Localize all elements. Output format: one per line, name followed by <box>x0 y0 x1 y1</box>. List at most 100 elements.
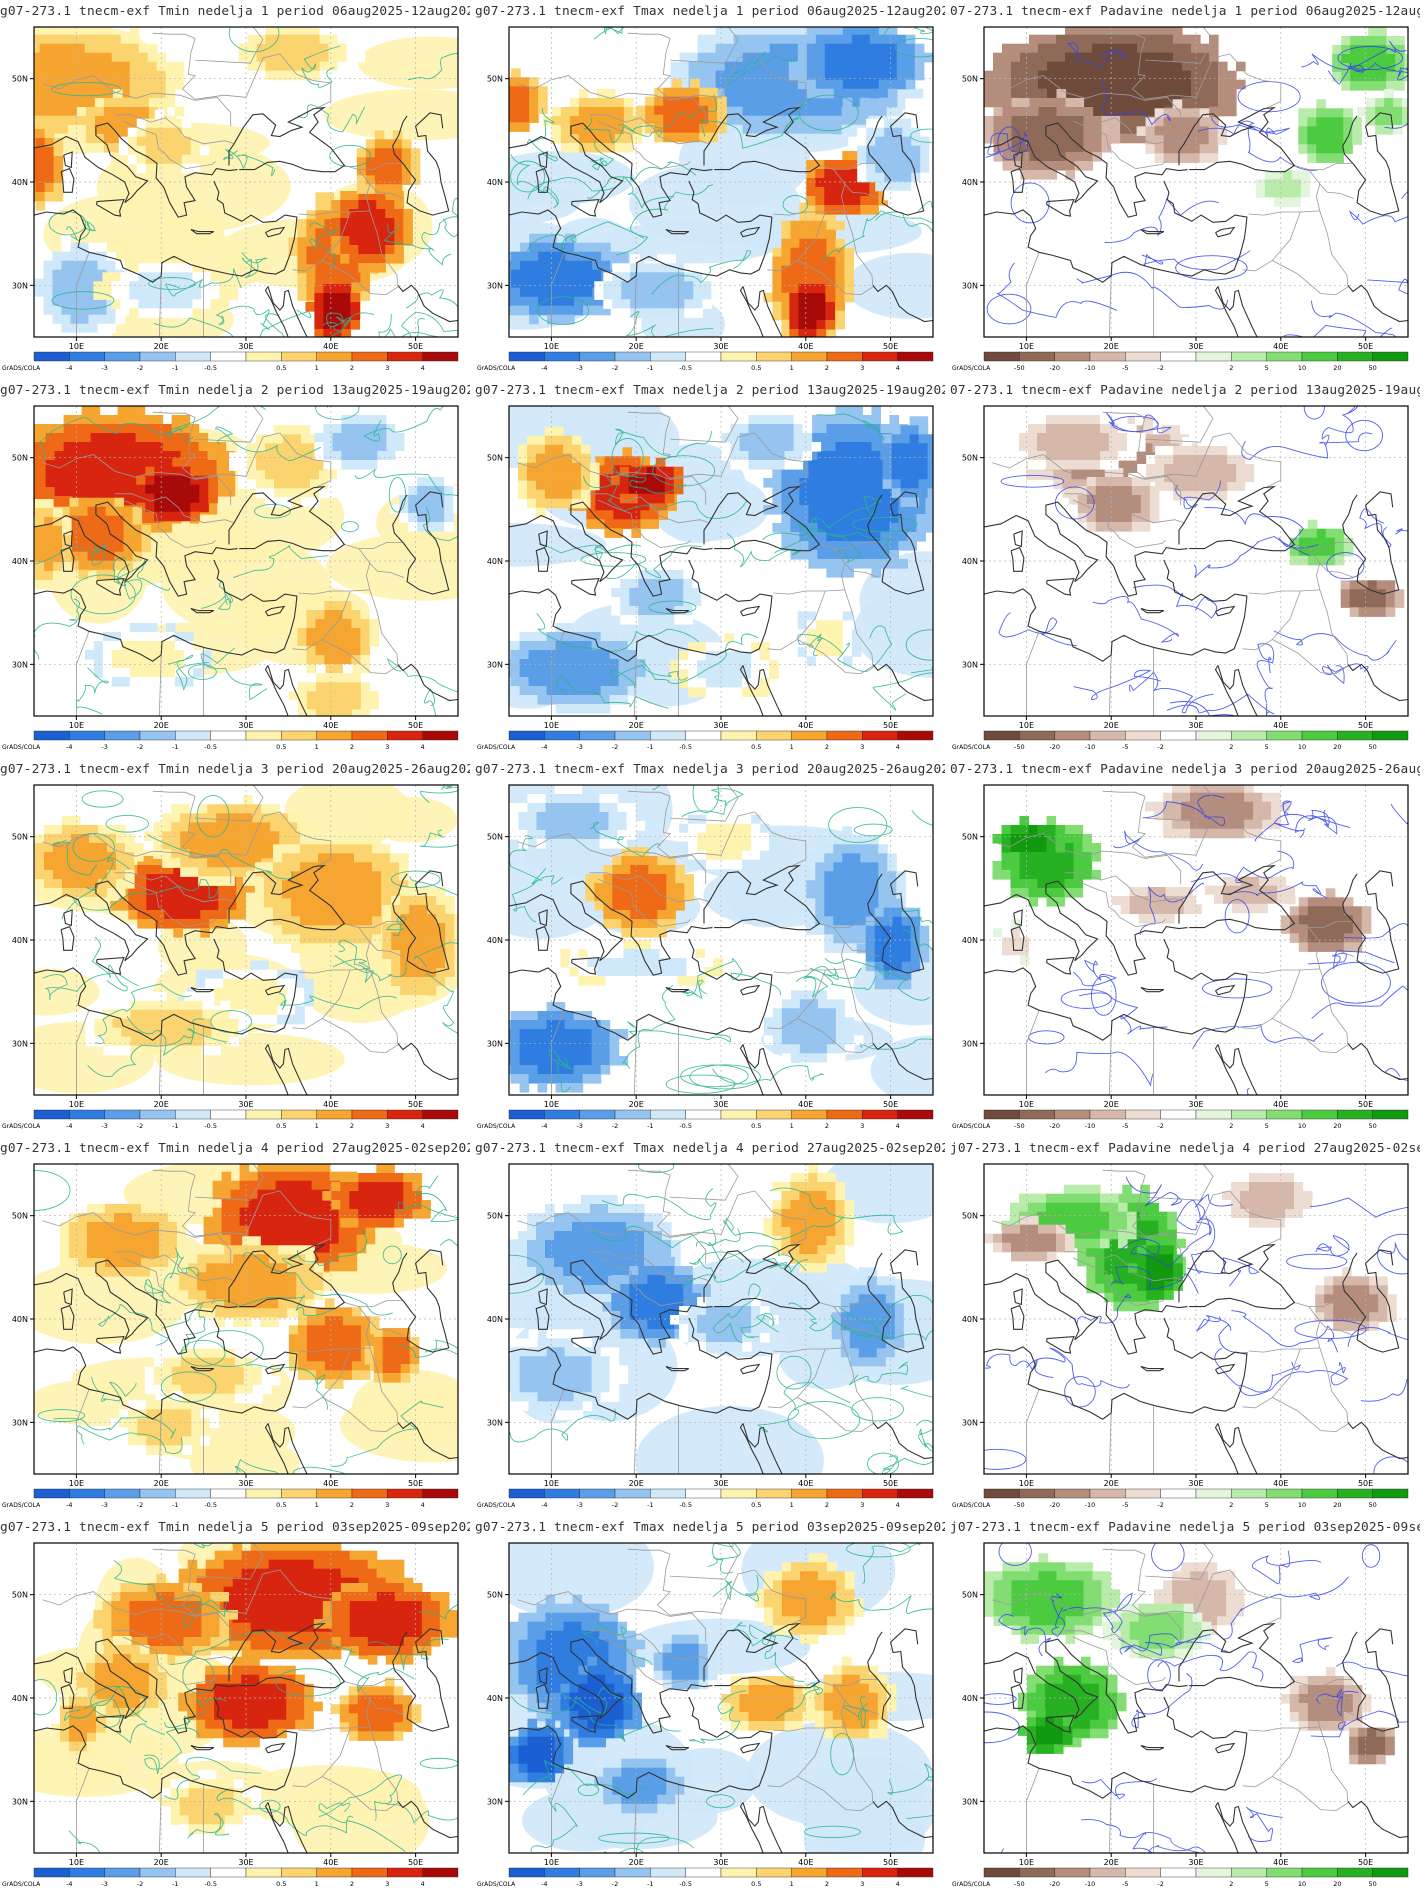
lat-tick-label: 50N <box>962 75 978 84</box>
anomaly-map: 50N 40N 30N 10E 20E 30E 40E 50E -50 -20 -10 -5 -2 2 5 1… <box>952 784 1409 1130</box>
color-legend: -50 -20 -10 -5 -2 2 5 10 20 50 <box>983 730 1409 751</box>
lon-tick-label: 10E <box>544 1100 559 1109</box>
legend-tick-label: -2 <box>137 1501 143 1509</box>
lon-tick-label: 10E <box>1019 1100 1034 1109</box>
legend-tick-label: -3 <box>576 1122 582 1130</box>
legend-tick-label: -20 <box>1049 1501 1060 1509</box>
lat-tick-label: 40N <box>12 936 28 945</box>
legend-tick-label: 2 <box>825 1880 829 1888</box>
legend-tick-label: -3 <box>101 1880 107 1888</box>
legend-tick-label: -10 <box>1085 1501 1096 1509</box>
legend-tick-label: 2 <box>825 1501 829 1509</box>
lat-tick-label: 50N <box>487 75 503 84</box>
legend-tick-label: 0.5 <box>751 743 761 751</box>
grads-brand-label: GrADS/COLA <box>952 1123 991 1130</box>
legend-tick-label: 0.5 <box>276 1501 286 1509</box>
legend-tick-label: 4 <box>896 1122 900 1130</box>
lon-tick-label: 20E <box>154 1858 169 1867</box>
legend-tick-label: -0.5 <box>204 1122 217 1130</box>
legend-tick-label: 3 <box>385 743 389 751</box>
lon-tick-label: 40E <box>323 1858 338 1867</box>
lat-tick-label: 50N <box>12 1591 28 1600</box>
legend-tick-label: -0.5 <box>679 743 692 751</box>
legend-tick-label: 4 <box>421 1501 425 1509</box>
legend-tick-label: -4 <box>66 1501 72 1509</box>
lat-tick-label: 50N <box>12 75 28 84</box>
lon-tick-label: 50E <box>883 1479 898 1488</box>
lon-tick-label: 40E <box>798 1858 813 1867</box>
panel-title: g07-273.1 tnecm-exf Tmax nedelja 3 perio… <box>475 762 945 777</box>
legend-tick-label: 0.5 <box>751 1880 761 1888</box>
grads-brand-label: GrADS/COLA <box>477 744 516 751</box>
lon-tick-label: 30E <box>1188 1100 1203 1109</box>
color-legend: -4 -3 -2 -1 -0.5 0.5 1 2 3 4 <box>33 1488 459 1509</box>
legend-tick-label: -5 <box>1122 1501 1128 1509</box>
anomaly-map: 50N 40N 30N 10E 20E 30E 40E 50E -50 -20 -10 -5 -2 2 5 1… <box>952 405 1409 751</box>
legend-tick-label: -0.5 <box>204 743 217 751</box>
legend-tick-label: 2 <box>350 1122 354 1130</box>
lon-tick-label: 20E <box>1104 342 1119 351</box>
lon-tick-label: 30E <box>713 1100 728 1109</box>
legend-tick-label: 1 <box>790 364 794 372</box>
lon-tick-label: 30E <box>713 1479 728 1488</box>
map-panel: g07-273.1 tnecm-exf Tmin nedelja 2 perio… <box>0 379 475 758</box>
lon-tick-label: 10E <box>544 342 559 351</box>
color-legend: -4 -3 -2 -1 -0.5 0.5 1 2 3 4 <box>508 351 934 372</box>
anomaly-map: 50N 40N 30N 10E 20E 30E 40E 50E -4 -3 -2 -1 -0.5 0.5 1… <box>2 1163 459 1509</box>
legend-tick-label: 20 <box>1333 1880 1341 1888</box>
lat-tick-label: 40N <box>487 1694 503 1703</box>
legend-tick-label: 1 <box>315 1880 319 1888</box>
grads-brand-label: GrADS/COLA <box>952 744 991 751</box>
legend-tick-label: 2 <box>1229 364 1233 372</box>
legend-tick-label: -0.5 <box>679 364 692 372</box>
legend-tick-label: -2 <box>137 1880 143 1888</box>
lon-tick-label: 40E <box>798 721 813 730</box>
legend-tick-label: 3 <box>385 1501 389 1509</box>
lat-tick-label: 50N <box>962 1212 978 1221</box>
legend-tick-label: 0.5 <box>276 1880 286 1888</box>
legend-tick-label: 2 <box>1229 1122 1233 1130</box>
lat-tick-label: 50N <box>487 1591 503 1600</box>
legend-tick-label: -1 <box>172 743 178 751</box>
lon-tick-label: 40E <box>323 721 338 730</box>
color-legend: -50 -20 -10 -5 -2 2 5 10 20 50 <box>983 1867 1409 1888</box>
legend-tick-label: 50 <box>1369 1880 1377 1888</box>
lon-tick-label: 50E <box>1358 1858 1373 1867</box>
legend-tick-label: -5 <box>1122 1880 1128 1888</box>
lon-tick-label: 40E <box>798 1479 813 1488</box>
legend-tick-label: 1 <box>790 1501 794 1509</box>
legend-tick-label: -0.5 <box>679 1501 692 1509</box>
panel-title: 07-273.1 tnecm-exf Padavine nedelja 1 pe… <box>950 4 1420 19</box>
legend-tick-label: 2 <box>825 1122 829 1130</box>
legend-tick-label: -20 <box>1049 1122 1060 1130</box>
panel-title: g07-273.1 tnecm-exf Tmax nedelja 2 perio… <box>475 383 945 398</box>
anomaly-map: 50N 40N 30N 10E 20E 30E 40E 50E -4 -3 -2 -1 -0.5 0.5 1… <box>2 26 459 372</box>
legend-tick-label: 0.5 <box>276 1122 286 1130</box>
legend-tick-label: 1 <box>315 1501 319 1509</box>
legend-tick-label: -10 <box>1085 1122 1096 1130</box>
legend-tick-label: 0.5 <box>751 364 761 372</box>
lon-tick-label: 30E <box>238 1479 253 1488</box>
legend-tick-label: 5 <box>1265 743 1269 751</box>
map-panel: j07-273.1 tnecm-exf Padavine nedelja 5 p… <box>950 1516 1425 1895</box>
lon-tick-label: 20E <box>1104 1479 1119 1488</box>
legend-tick-label: 4 <box>896 1880 900 1888</box>
lat-tick-label: 50N <box>487 1212 503 1221</box>
map-panel: g07-273.1 tnecm-exf Tmax nedelja 1 perio… <box>475 0 950 379</box>
legend-tick-label: -10 <box>1085 364 1096 372</box>
legend-tick-label: -2 <box>612 1122 618 1130</box>
legend-tick-label: -4 <box>541 743 547 751</box>
lat-tick-label: 40N <box>12 178 28 187</box>
color-legend: -50 -20 -10 -5 -2 2 5 10 20 50 <box>983 1109 1409 1130</box>
legend-tick-label: 2 <box>350 364 354 372</box>
panel-title: g07-273.1 tnecm-exf Tmax nedelja 1 perio… <box>475 4 945 19</box>
color-legend: -50 -20 -10 -5 -2 2 5 10 20 50 <box>983 351 1409 372</box>
legend-tick-label: 20 <box>1333 1501 1341 1509</box>
color-legend: -4 -3 -2 -1 -0.5 0.5 1 2 3 4 <box>33 1867 459 1888</box>
legend-tick-label: -10 <box>1085 1880 1096 1888</box>
panel-title: g07-273.1 tnecm-exf Tmax nedelja 4 perio… <box>475 1141 945 1156</box>
anomaly-map: 50N 40N 30N 10E 20E 30E 40E 50E -4 -3 -2 -1 -0.5 0.5 1… <box>477 784 934 1130</box>
lon-tick-label: 50E <box>883 1858 898 1867</box>
lon-tick-label: 30E <box>713 342 728 351</box>
legend-tick-label: -1 <box>647 743 653 751</box>
